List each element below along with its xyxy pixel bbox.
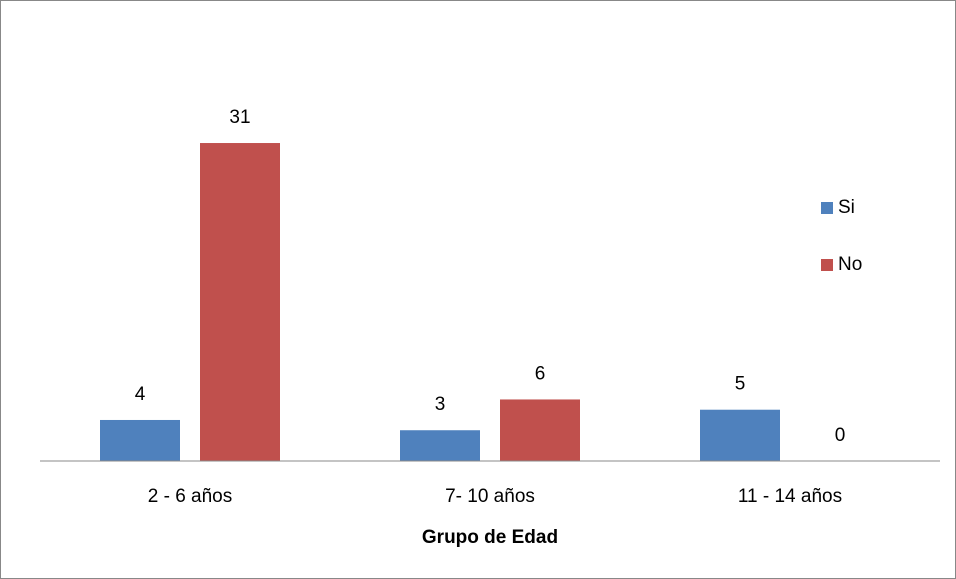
x-tick-label: 2 - 6 años [148, 486, 233, 507]
legend-label: No [838, 254, 862, 275]
data-label: 4 [135, 384, 146, 405]
x-tick-label: 11 - 14 años [738, 486, 842, 507]
legend-swatch [821, 259, 833, 271]
x-tick-label: 7- 10 años [445, 486, 535, 507]
legend-label: Si [838, 197, 855, 218]
bar [400, 430, 480, 461]
bar [500, 399, 580, 461]
data-label: 6 [535, 363, 546, 384]
bar [100, 419, 180, 461]
bar [200, 143, 280, 461]
data-label: 31 [229, 107, 250, 128]
data-label: 0 [835, 425, 846, 446]
data-label: 3 [435, 394, 446, 415]
x-axis-title: Grupo de Edad [422, 527, 558, 548]
data-label: 5 [735, 374, 746, 395]
bar [700, 409, 780, 461]
legend-swatch [821, 202, 833, 214]
